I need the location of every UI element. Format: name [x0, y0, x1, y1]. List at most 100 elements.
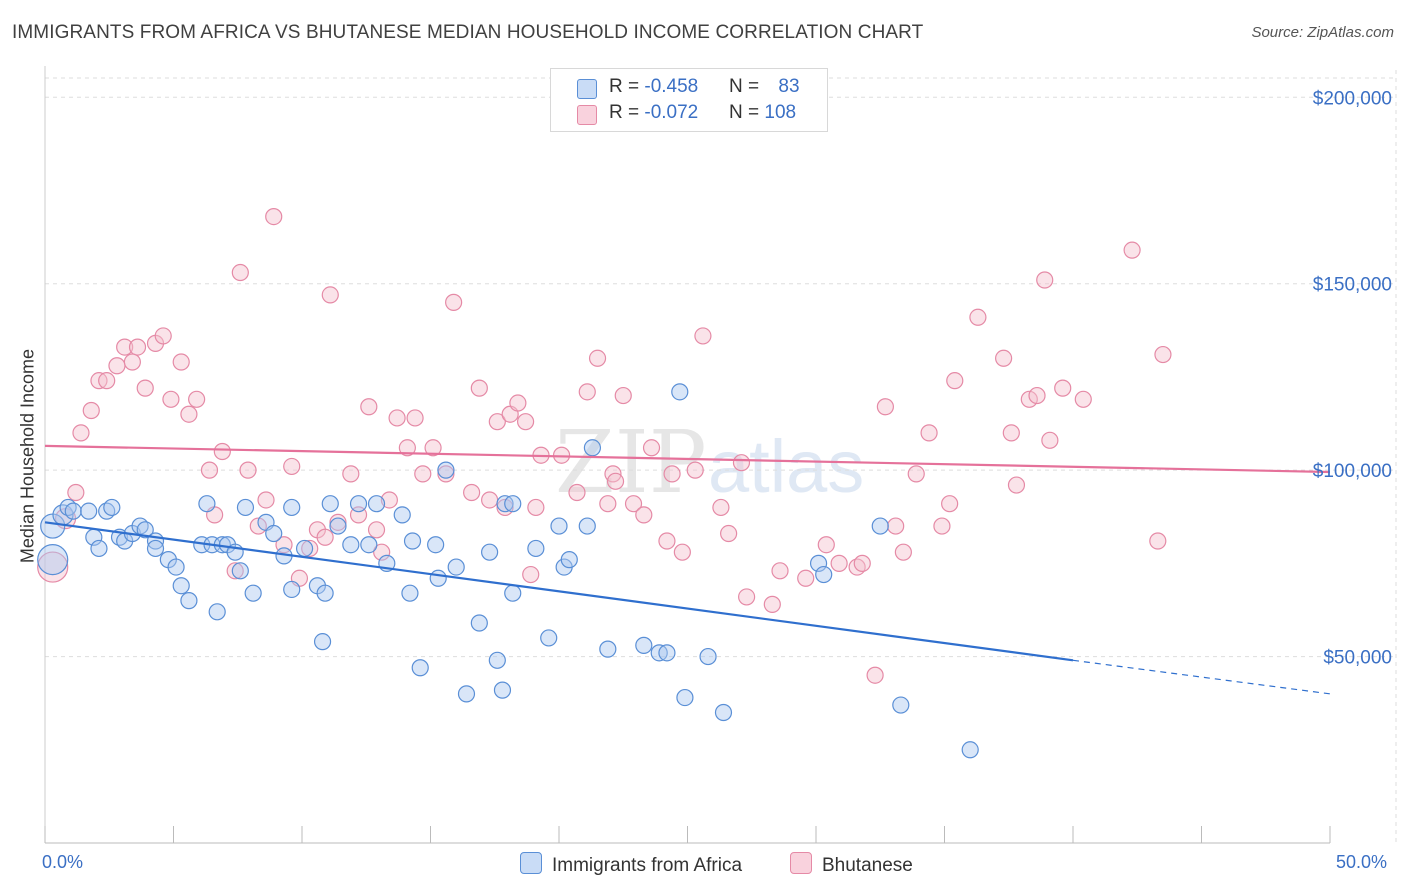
legend-swatch-bhutanese: [577, 105, 597, 125]
legend-n-label: N =: [729, 76, 765, 97]
bhutanese-point: [887, 517, 905, 535]
bhutanese-point: [1074, 390, 1092, 408]
africa-point: [321, 495, 339, 513]
bhutanese-point: [663, 465, 681, 483]
africa-point: [504, 495, 522, 513]
africa-point: [367, 495, 386, 513]
africa-point: [244, 584, 262, 602]
africa-points: [37, 383, 979, 759]
africa-point: [871, 517, 889, 535]
bhutanese-point: [1041, 431, 1059, 449]
bhutanese-point: [763, 595, 781, 613]
africa-point: [401, 584, 419, 602]
watermark-atlas: atlas: [708, 425, 864, 508]
africa-point: [283, 498, 301, 517]
africa-point: [560, 551, 578, 569]
legend-label-africa: Immigrants from Africa: [552, 855, 743, 876]
africa-point: [172, 577, 190, 595]
bhutanese-point: [180, 405, 198, 423]
x-tick-label-max: 50.0%: [1336, 852, 1388, 872]
africa-point: [961, 741, 979, 759]
africa-point: [447, 558, 465, 576]
bhutanese-point: [658, 532, 676, 550]
africa-point: [493, 681, 512, 699]
bhutanese-point: [732, 454, 751, 472]
legend-swatch-africa: [577, 79, 597, 99]
bhutanese-point: [373, 543, 391, 561]
africa-point: [198, 495, 216, 513]
y-axis-label: Median Household Income: [17, 348, 38, 564]
bhutanese-point: [342, 465, 360, 483]
bhutanese-point: [1123, 241, 1141, 259]
africa-point: [815, 565, 833, 584]
africa-point: [265, 524, 283, 543]
africa-point: [527, 539, 545, 558]
bhutanese-point: [1036, 271, 1054, 289]
africa-point: [504, 584, 522, 602]
bhutanese-point: [162, 390, 180, 408]
y-tick-label: $150,000: [1313, 275, 1392, 296]
bhutanese-point: [606, 472, 625, 490]
africa-point: [427, 536, 445, 554]
bhutanese-point: [686, 461, 704, 479]
bhutanese-point: [876, 398, 894, 416]
africa-point: [429, 569, 447, 587]
legend-swatch-africa: [520, 852, 542, 874]
africa-point: [64, 502, 82, 520]
chart-title: IMMIGRANTS FROM AFRICA VS BHUTANESE MEDI…: [12, 22, 924, 43]
bhutanese-point: [463, 483, 481, 502]
bhutanese-point: [1007, 476, 1026, 494]
bhutanese-point: [488, 413, 506, 431]
y-tick-label: $200,000: [1313, 88, 1392, 109]
stats-legend: R = -0.458 N = 83 R = -0.072 N = 108: [550, 68, 828, 132]
africa-point: [578, 517, 596, 535]
africa-point: [676, 688, 694, 707]
bhutanese-point: [188, 390, 206, 408]
bhutanese-point: [995, 349, 1013, 367]
africa-point: [231, 562, 249, 580]
bhutanese-point: [527, 498, 545, 517]
bhutanese-point: [367, 521, 386, 539]
legend-r-label: R =: [609, 102, 645, 123]
africa-point: [809, 554, 828, 572]
bhutanese-point: [154, 327, 172, 345]
bhutanese-point: [946, 372, 964, 390]
bhutanese-point: [329, 513, 347, 531]
africa-point: [313, 633, 332, 651]
africa-point: [599, 640, 617, 658]
africa-point: [90, 539, 108, 558]
bhutanese-point: [437, 465, 455, 483]
bhutanese-point: [599, 495, 617, 513]
bhutanese-point: [509, 394, 527, 412]
bhutanese-point: [406, 409, 424, 427]
africa-point: [236, 498, 255, 517]
bhutanese-point: [136, 379, 154, 397]
bhutanese-point: [481, 491, 499, 509]
legend-r-value: -0.458: [644, 76, 699, 97]
bhutanese-point: [694, 327, 712, 345]
africa-point: [540, 629, 558, 647]
bhutanese-point: [226, 562, 244, 580]
africa-point: [699, 647, 717, 666]
africa-point: [349, 495, 368, 513]
bhutanese-point: [123, 353, 141, 371]
bhutanese-point: [894, 543, 912, 561]
legend-label-bhutanese: Bhutanese: [822, 855, 913, 876]
bhutanese-point: [82, 401, 100, 420]
bhutanese-point: [360, 398, 378, 416]
africa-point: [635, 636, 653, 654]
africa-point: [316, 584, 334, 602]
bhutanese-point: [853, 554, 871, 572]
bhutanese-point: [866, 666, 884, 684]
bhutanese-point: [239, 461, 257, 479]
bhutanese-point: [200, 461, 219, 479]
africa-point: [714, 703, 733, 722]
bhutanese-point: [969, 308, 987, 326]
africa-point: [437, 461, 455, 479]
bhutanese-point: [738, 588, 756, 606]
bhutanese-point: [283, 457, 301, 476]
africa-point: [457, 685, 476, 703]
bhutanese-point: [635, 506, 653, 524]
africa-point: [403, 532, 422, 550]
africa-point: [295, 539, 314, 558]
